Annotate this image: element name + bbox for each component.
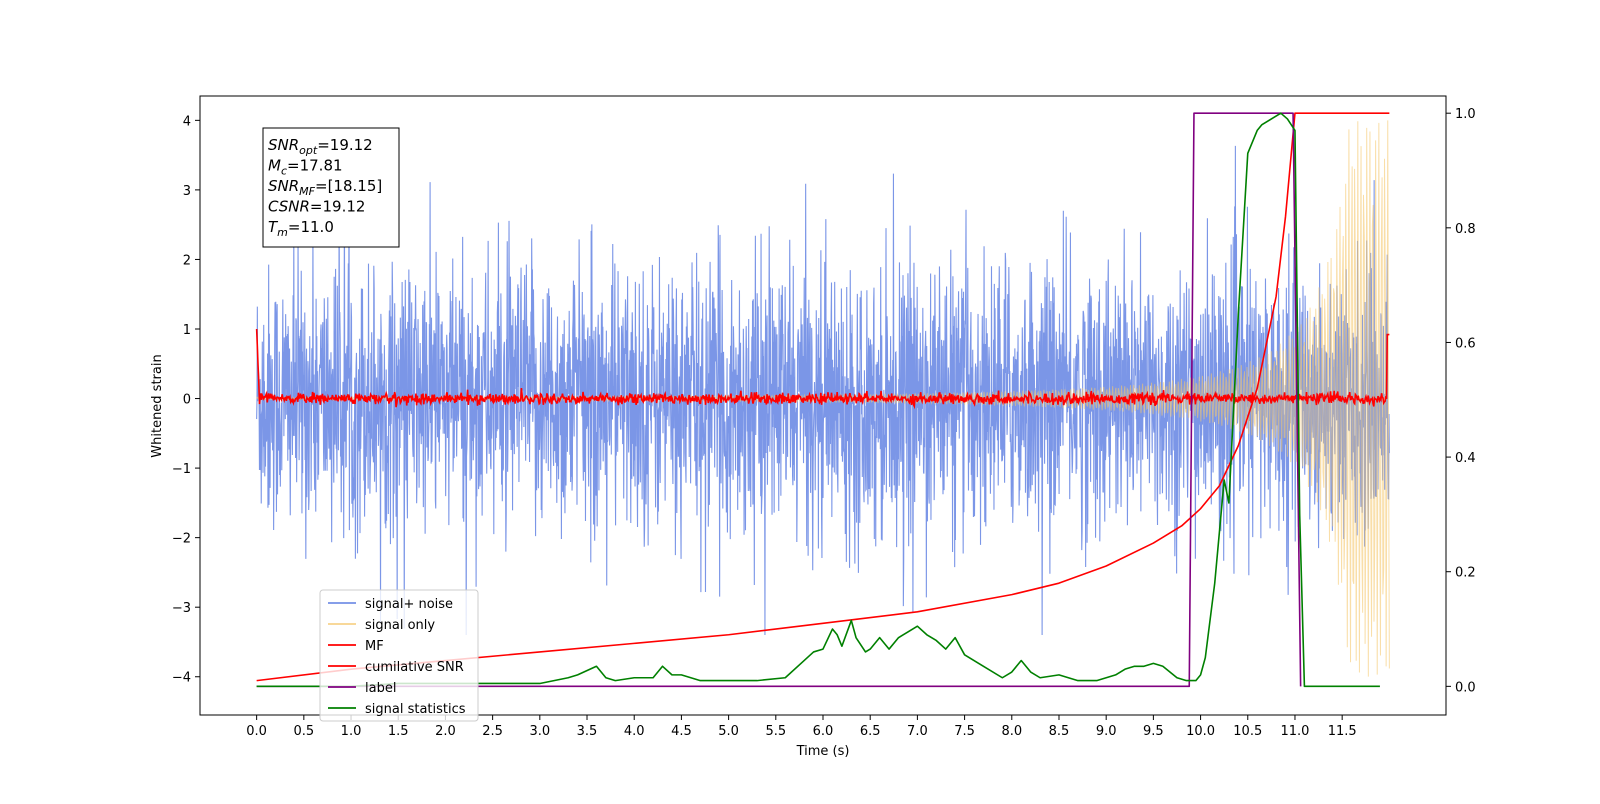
x-tick-label: 11.0: [1280, 724, 1309, 739]
series-signal-statistics: [256, 112, 1380, 688]
x-tick-label: 9.5: [1143, 724, 1164, 739]
x-tick-label: 9.0: [1096, 724, 1117, 739]
x-tick-label: 10.5: [1233, 724, 1262, 739]
legend-label: signal only: [365, 618, 435, 633]
legend-label: MF: [365, 639, 384, 654]
y2-tick-label: 0.0: [1455, 680, 1476, 695]
y-tick-label: 4: [183, 114, 191, 129]
x-tick-label: 4.0: [624, 724, 645, 739]
x-axis-label: Time (s): [796, 744, 850, 759]
legend-label: label: [365, 681, 396, 696]
y-axis-right: 0.0 0.2 0.4 0.6 0.8 1.0: [1446, 107, 1476, 695]
y2-tick-label: 0.8: [1455, 222, 1476, 237]
x-tick-label: 4.5: [671, 724, 692, 739]
x-tick-label: 0.0: [246, 724, 267, 739]
info-line: SNRMF=[18.15]: [268, 177, 382, 198]
y-axis-label: Whitened strain: [150, 354, 165, 457]
legend-label: signal statistics: [365, 702, 466, 717]
x-tick-label: 7.5: [954, 724, 975, 739]
series-signal-noise: [256, 145, 1390, 636]
x-tick-label: 10.0: [1186, 724, 1215, 739]
x-tick-label: 6.5: [860, 724, 881, 739]
y-tick-label: 3: [183, 184, 191, 199]
series-cumulative-snr: [256, 112, 1390, 682]
x-tick-label: 2.0: [435, 724, 456, 739]
x-tick-label: 3.5: [577, 724, 598, 739]
x-tick-label: 8.5: [1049, 724, 1070, 739]
y2-tick-label: 0.2: [1455, 566, 1476, 581]
info-line: CSNR=19.12: [268, 198, 365, 216]
x-tick-label: 8.0: [1001, 724, 1022, 739]
y-tick-label: 1: [183, 323, 191, 338]
y-axis-left: 4 3 2 1 0 −1 −2 −3 −4: [172, 114, 200, 686]
info-line: SNRopt=19.12: [268, 136, 373, 157]
y-tick-label: 0: [183, 393, 191, 408]
x-tick-label: 3.0: [529, 724, 550, 739]
info-box: SNRopt=19.12Mc=17.81SNRMF=[18.15]CSNR=19…: [262, 127, 400, 248]
x-tick-label: 2.5: [482, 724, 503, 739]
legend-label: signal+ noise: [365, 597, 453, 612]
y2-tick-label: 1.0: [1455, 107, 1476, 122]
y-tick-label: −4: [172, 671, 191, 686]
series-label: [256, 112, 1302, 688]
info-box-frame: [262, 127, 400, 248]
x-tick-label: 1.5: [388, 724, 409, 739]
x-tick-label: 0.5: [293, 724, 314, 739]
info-line: Tm=11.0: [268, 218, 334, 239]
legend-frame: [319, 589, 479, 722]
x-tick-label: 1.0: [341, 724, 362, 739]
y-tick-label: −1: [172, 462, 191, 477]
y-tick-label: −3: [172, 601, 191, 616]
series-layer: [255, 112, 1390, 688]
x-tick-label: 5.5: [765, 724, 786, 739]
info-line: Mc=17.81: [268, 157, 343, 178]
legend-label: cumilative SNR: [365, 660, 464, 675]
y-tick-label: 2: [183, 253, 191, 268]
x-tick-label: 11.5: [1328, 724, 1357, 739]
y2-tick-label: 0.6: [1455, 336, 1476, 351]
x-axis: 0.0 0.5 1.0 1.5 2.0 2.5 3.0 3.5 4.0 4.5 5.0 5.5 6.0 6…: [246, 715, 1357, 739]
x-tick-label: 5.0: [718, 724, 739, 739]
x-tick-label: 7.0: [907, 724, 928, 739]
y-tick-label: −2: [172, 532, 191, 547]
y2-tick-label: 0.4: [1455, 451, 1476, 466]
legend: signal+ noise signal only MF cumilative SNR…: [319, 589, 479, 722]
x-tick-label: 6.0: [813, 724, 834, 739]
series-mf: [255, 328, 1390, 410]
